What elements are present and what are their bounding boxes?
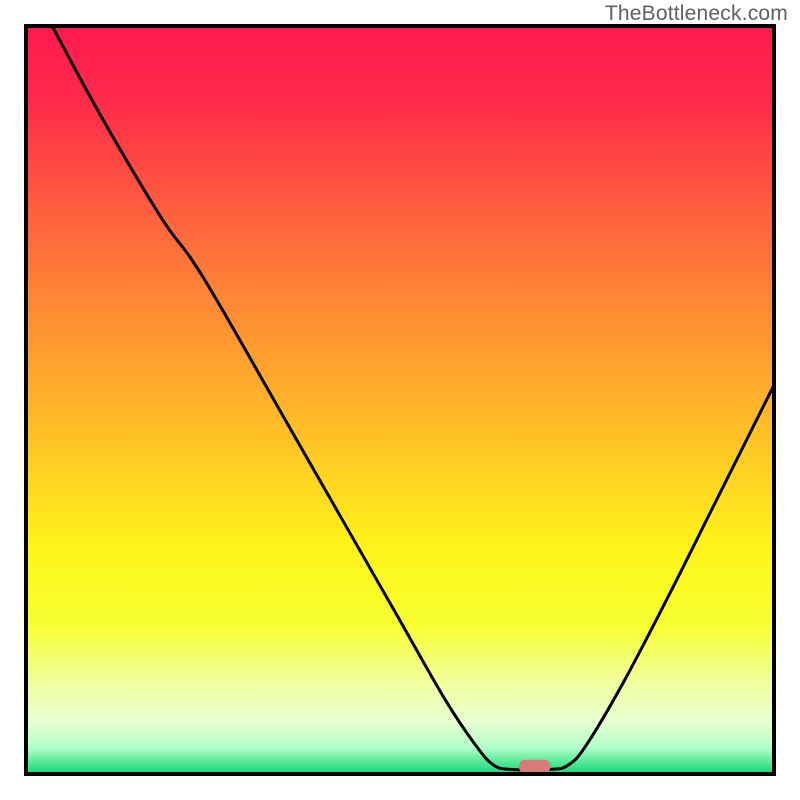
gradient-background bbox=[26, 26, 774, 774]
watermark-text: TheBottleneck.com bbox=[605, 2, 788, 26]
bottleneck-chart bbox=[0, 0, 800, 800]
chart-root: TheBottleneck.com bbox=[0, 0, 800, 800]
optimal-marker bbox=[519, 760, 550, 773]
